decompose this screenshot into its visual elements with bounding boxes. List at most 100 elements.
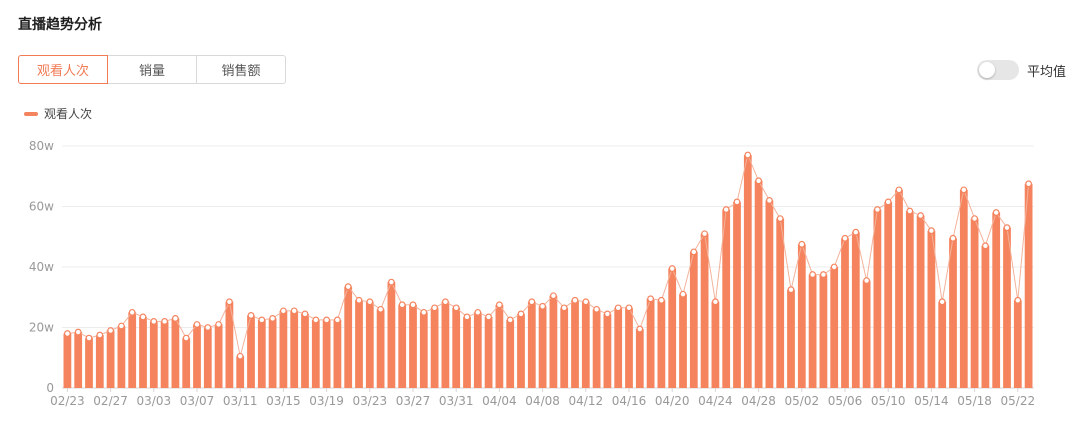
bar — [214, 324, 223, 388]
bar — [128, 312, 137, 388]
bar — [765, 200, 774, 388]
bar — [333, 319, 342, 388]
bar — [182, 338, 191, 388]
data-point — [949, 234, 957, 242]
tab-views[interactable]: 观看人次 — [18, 55, 108, 84]
bar — [355, 300, 363, 388]
x-tick-label: 04/24 — [698, 394, 733, 408]
data-point — [107, 327, 114, 334]
bar — [1003, 227, 1011, 388]
bar — [830, 267, 839, 388]
bar — [949, 238, 957, 388]
page-title: 直播趋势分析 — [18, 17, 102, 33]
bar — [247, 315, 255, 388]
bar — [311, 319, 320, 388]
data-point — [787, 286, 795, 294]
x-tick-label: 05/22 — [1001, 394, 1036, 408]
bar — [268, 318, 277, 388]
data-point — [171, 315, 179, 322]
x-tick-label: 03/07 — [180, 394, 215, 408]
bar — [106, 330, 115, 388]
bar — [95, 335, 104, 388]
x-tick-label: 02/23 — [50, 394, 85, 408]
data-point — [809, 271, 816, 278]
bar — [635, 329, 644, 388]
bar — [419, 312, 428, 388]
bar — [981, 245, 990, 388]
data-point — [679, 290, 687, 298]
x-tick-label: 04/04 — [482, 394, 517, 408]
bar — [549, 295, 558, 388]
data-point — [917, 212, 924, 219]
x-tick-label: 03/11 — [223, 394, 258, 408]
tab-sales-amount[interactable]: 销售额 — [196, 55, 286, 84]
data-point — [992, 209, 1000, 216]
bar — [1013, 300, 1022, 388]
data-point — [776, 215, 784, 223]
bar — [581, 301, 590, 388]
data-point — [604, 310, 611, 318]
data-point — [323, 316, 331, 324]
bar — [722, 209, 731, 388]
bar — [992, 212, 1001, 388]
average-toggle[interactable] — [976, 60, 1019, 80]
data-point — [431, 304, 439, 312]
bar — [236, 356, 245, 388]
data-point — [258, 316, 266, 324]
bar — [884, 201, 893, 388]
data-point — [841, 234, 849, 242]
bar — [225, 301, 234, 388]
x-tick-label: 05/18 — [957, 394, 992, 408]
data-point — [658, 296, 665, 304]
data-point — [539, 302, 546, 310]
data-point — [1014, 296, 1022, 304]
data-point — [442, 298, 449, 306]
bar — [679, 294, 687, 388]
bar — [808, 274, 817, 388]
bar — [754, 180, 763, 388]
bar — [743, 155, 752, 388]
data-point — [366, 298, 374, 306]
bar — [895, 189, 903, 388]
bar — [430, 307, 439, 388]
bar — [1024, 183, 1033, 388]
data-point — [582, 298, 590, 306]
bar — [905, 211, 914, 388]
data-point — [463, 313, 471, 321]
bar — [398, 304, 407, 388]
y-tick-label: 20w — [29, 321, 54, 335]
data-point — [712, 298, 719, 306]
bar — [603, 313, 612, 388]
bar — [733, 201, 741, 388]
bar — [776, 218, 785, 388]
data-point — [269, 315, 277, 322]
toggle-knob — [978, 62, 995, 78]
bar — [463, 316, 471, 388]
series-line — [67, 153, 1030, 357]
bar — [527, 301, 536, 388]
x-tick-label: 05/14 — [914, 394, 949, 408]
x-tick-label: 04/12 — [569, 394, 604, 408]
data-point — [636, 325, 644, 333]
data-point — [204, 324, 212, 331]
x-tick-label: 05/10 — [871, 394, 906, 408]
data-point — [852, 228, 860, 236]
bar — [668, 268, 677, 388]
data-point — [928, 227, 935, 235]
data-point — [236, 352, 244, 360]
bar — [495, 304, 504, 388]
bar — [571, 300, 579, 388]
bar — [862, 280, 871, 388]
data-point — [863, 277, 870, 285]
y-tick-label: 80w — [29, 139, 54, 153]
data-point — [528, 298, 536, 306]
bar — [376, 309, 385, 388]
data-point — [647, 295, 654, 303]
y-tick-label: 40w — [29, 260, 54, 274]
bar — [517, 313, 525, 388]
data-point — [1025, 180, 1032, 188]
bar — [473, 312, 482, 388]
bar — [117, 325, 126, 388]
data-point — [377, 305, 385, 313]
chart-legend[interactable]: 观看人次 — [24, 105, 92, 122]
